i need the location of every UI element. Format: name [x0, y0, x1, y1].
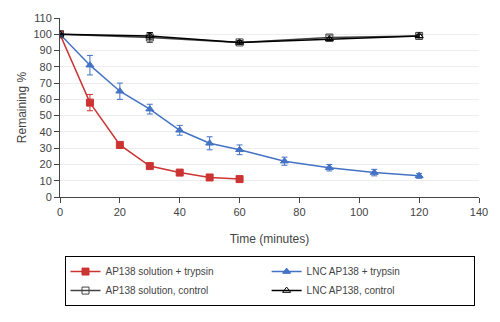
svg-text:20: 20: [40, 158, 52, 170]
svg-text:0: 0: [46, 191, 52, 203]
svg-text:30: 30: [40, 142, 52, 154]
svg-text:50: 50: [40, 109, 52, 121]
svg-text:AP138 solution, control: AP138 solution, control: [106, 285, 209, 296]
svg-text:120: 120: [410, 206, 428, 218]
svg-text:100: 100: [33, 28, 51, 40]
svg-text:40: 40: [174, 206, 186, 218]
svg-text:80: 80: [293, 206, 305, 218]
svg-text:Time (minutes): Time (minutes): [230, 232, 310, 246]
svg-text:100: 100: [350, 206, 368, 218]
svg-text:20: 20: [114, 206, 126, 218]
svg-text:70: 70: [40, 77, 52, 89]
svg-text:LNC AP138 + trypsin: LNC AP138 + trypsin: [307, 266, 400, 277]
svg-text:AP138 solution + trypsin: AP138 solution + trypsin: [106, 266, 214, 277]
svg-text:0: 0: [57, 206, 63, 218]
svg-text:60: 60: [233, 206, 245, 218]
svg-text:10: 10: [40, 175, 52, 187]
svg-text:40: 40: [40, 126, 52, 138]
svg-text:60: 60: [40, 93, 52, 105]
svg-text:90: 90: [40, 44, 52, 56]
svg-text:140: 140: [470, 206, 488, 218]
svg-text:LNC AP138, control: LNC AP138, control: [307, 285, 395, 296]
svg-text:110: 110: [34, 12, 52, 24]
svg-text:80: 80: [40, 61, 52, 73]
svg-text:Remaining %: Remaining %: [15, 71, 29, 143]
